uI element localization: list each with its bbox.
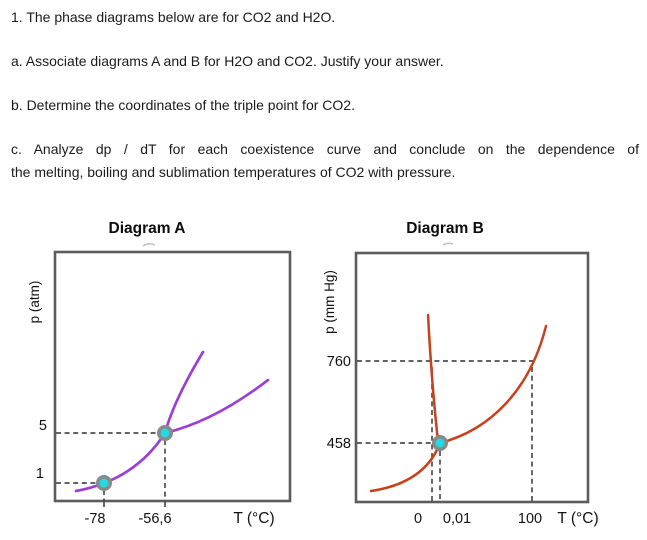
question-a: a. Associate diagrams A and B for H2O an… — [11, 53, 444, 69]
y-axis-label-b: p (mm Hg) — [322, 270, 337, 334]
ytick-b-458: 458 — [327, 436, 351, 452]
diagram-a: Diagram A p (atm) — [27, 220, 292, 527]
triple-point-marker-a — [157, 425, 173, 441]
diagrams-area: Diagram A p (atm) — [0, 200, 647, 540]
diagram-a-frame — [53, 250, 292, 503]
xtick-a-minus78: -78 — [85, 511, 106, 527]
xtick-a-minus566: -56,6 — [138, 511, 171, 527]
x-axis-label-a: T (°C) — [233, 510, 274, 527]
ytick-a-5: 5 — [39, 418, 47, 434]
vaporization-curve-b — [438, 324, 548, 445]
question-text-block: 1. The phase diagrams below are for CO2 … — [11, 6, 639, 205]
stray-mark-a — [142, 242, 156, 247]
melting-curve-a — [163, 350, 205, 435]
question-b: b. Determine the coordinates of the trip… — [11, 97, 355, 113]
melting-curve-b — [426, 313, 441, 452]
sublimation-curve-b — [369, 441, 442, 493]
diagram-a-title: Diagram A — [109, 220, 186, 237]
question-c-line1: c. Analyze dp / dT for each coexistence … — [11, 141, 639, 157]
xtick-b-001: 0,01 — [443, 511, 471, 527]
xtick-b-0: 0 — [414, 511, 422, 527]
diagram-b: Diagram B p (mm Hg) 760 458 0 0,01 — [322, 220, 599, 527]
question-1: 1. The phase diagrams below are for CO2 … — [11, 9, 336, 25]
sublimation-point-marker-a — [96, 475, 112, 491]
vaporization-curve-a — [163, 378, 270, 435]
question-c: c. Analyze dp / dT for each coexistence … — [11, 138, 639, 184]
diagram-b-frame — [354, 251, 590, 504]
sublimation-curve-a — [74, 431, 167, 493]
ytick-a-1: 1 — [36, 466, 44, 482]
x-axis-label-b: T (°C) — [557, 510, 598, 527]
stray-mark-b — [442, 242, 454, 246]
y-axis-label-a: p (atm) — [27, 281, 42, 324]
ytick-b-760: 760 — [327, 354, 351, 370]
diagram-b-title: Diagram B — [406, 220, 484, 237]
triple-point-marker-b — [432, 435, 448, 451]
xtick-b-100: 100 — [518, 511, 542, 527]
question-c-line2: the melting, boiling and sublimation tem… — [11, 164, 456, 180]
